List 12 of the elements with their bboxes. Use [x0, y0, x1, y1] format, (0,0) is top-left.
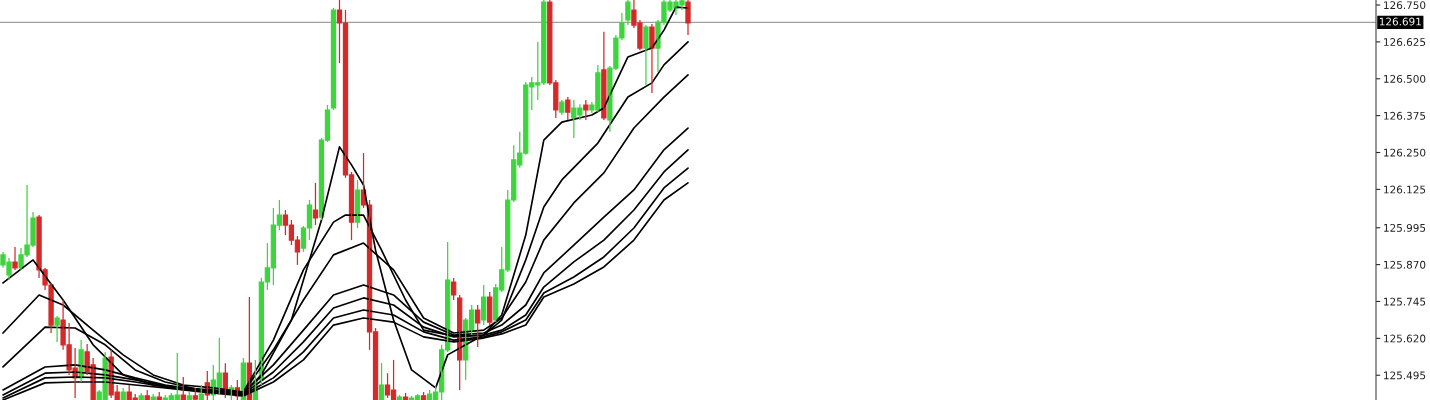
y-tick-label: 126.375 [1384, 111, 1426, 120]
y-tick-label: 126.500 [1384, 74, 1426, 83]
y-tick-label: 126.250 [1384, 148, 1426, 157]
ref-line-label: 126.691 [1379, 17, 1421, 26]
y-tick-label: 125.870 [1384, 260, 1426, 269]
y-tick-label: 125.495 [1384, 371, 1426, 380]
y-tick-label: 126.625 [1384, 38, 1426, 46]
y-tick-label: 125.745 [1384, 297, 1426, 306]
y-tick-label: 125.995 [1384, 223, 1426, 232]
y-tick-label: 126.125 [1384, 185, 1426, 194]
y-tick-label: 126.750 [1384, 1, 1426, 10]
y-tick-label: 125.620 [1384, 334, 1426, 343]
